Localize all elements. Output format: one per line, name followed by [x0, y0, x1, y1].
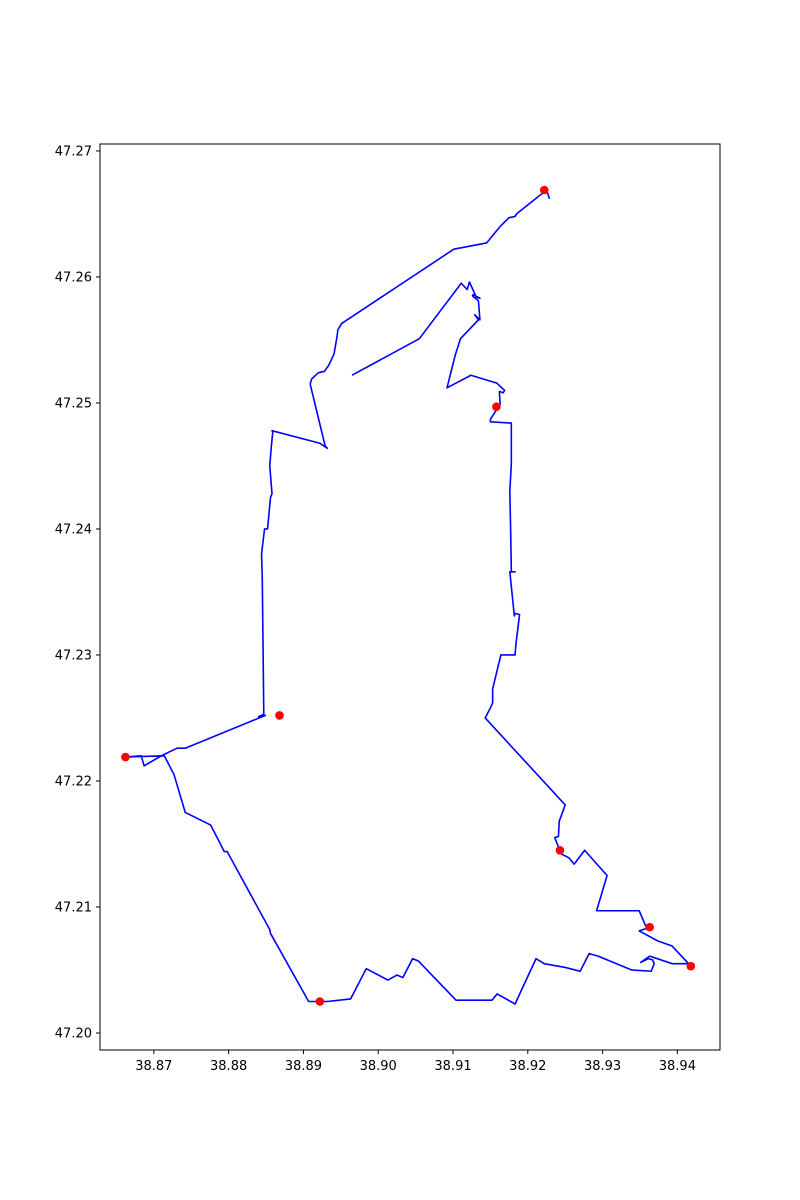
axes-frame	[99, 143, 721, 1051]
x-tick-label: 38.91	[434, 1059, 471, 1074]
y-tick-label: 47.22	[55, 774, 92, 789]
y-tick-label: 47.23	[55, 648, 92, 663]
x-tick-label: 38.90	[360, 1059, 397, 1074]
scatter-point	[121, 752, 130, 762]
y-axis-ticks: 47.20 47.21 47.22 47.23 47.24 47.25 47.26 47.27	[55, 144, 100, 1041]
x-axis-ticks: 38.87 38.88 38.89 38.90 38.91 38.92 38.93 38.94	[135, 1050, 696, 1074]
x-tick-label: 38.92	[509, 1059, 546, 1074]
x-tick-label: 38.89	[285, 1059, 322, 1074]
x-tick-label: 38.88	[210, 1059, 247, 1074]
scatter-point	[686, 961, 696, 971]
x-tick-label: 38.94	[659, 1059, 696, 1074]
y-tick-label: 47.24	[55, 522, 92, 537]
x-tick-label: 38.93	[584, 1059, 621, 1074]
y-tick-label: 47.21	[55, 900, 92, 915]
y-tick-label: 47.26	[55, 270, 92, 285]
scatter-point	[555, 845, 565, 855]
scatter-point	[275, 711, 284, 720]
x-tick-label: 38.87	[135, 1059, 172, 1074]
y-tick-label: 47.20	[55, 1026, 92, 1041]
scatter-point	[315, 997, 325, 1006]
scatter-point	[539, 185, 549, 195]
y-tick-label: 47.27	[55, 144, 92, 159]
scatter-point	[645, 922, 654, 932]
y-tick-label: 47.25	[55, 396, 92, 411]
boundary-line	[124, 189, 690, 1005]
scatter-point	[492, 402, 501, 412]
plot-layer	[121, 185, 696, 1006]
